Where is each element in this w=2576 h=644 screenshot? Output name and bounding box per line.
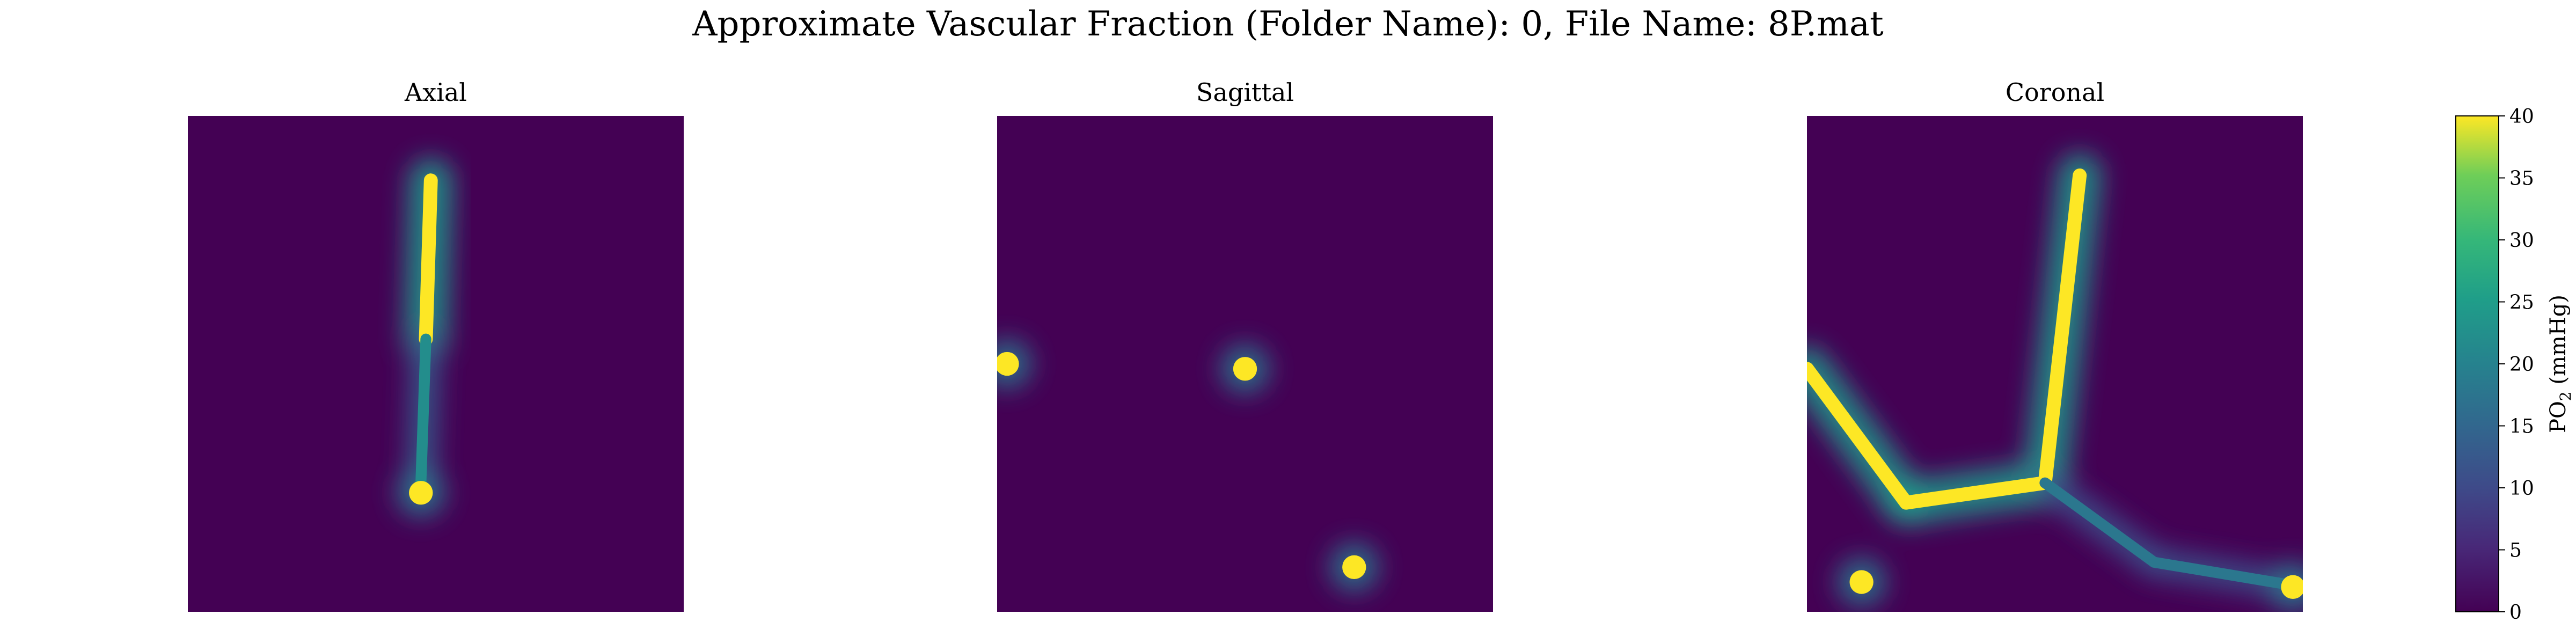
colorbar-tick-label: 20 (2509, 354, 2534, 376)
axial-panel: Axial (188, 78, 684, 612)
axial-title: Axial (404, 78, 467, 107)
vessel-segment (1899, 475, 2052, 510)
colorbar-tick-label: 25 (2509, 292, 2534, 314)
coronal-title: Coronal (2006, 78, 2104, 107)
sagittal-panel: Sagittal (997, 78, 1493, 612)
vessel-cross-section (2281, 575, 2303, 599)
heatmap-core-layer (409, 173, 438, 505)
colorbar-tick-label: 15 (2509, 416, 2534, 438)
vessel-segment (2038, 168, 2087, 490)
colorbar: 0 5 10 15 20 25 30 35 40 PO2 (mmHg) (2455, 106, 2574, 624)
coronal-heatmap (1807, 116, 2303, 612)
colorbar-label-base: PO (2546, 401, 2571, 433)
colorbar-label-sub: 2 (2557, 391, 2574, 401)
vessel-segment (415, 333, 431, 488)
colorbar-gradient (2455, 115, 2499, 612)
sagittal-heatmap (997, 116, 1493, 612)
vessel-segment (2039, 477, 2160, 568)
vessel-segment (1807, 362, 1913, 510)
heatmap-core-layer (1807, 168, 2303, 599)
colorbar-tick-label: 35 (2509, 168, 2534, 190)
vessel-cross-section (409, 481, 433, 505)
colorbar-label-unit: (mmHg) (2546, 295, 2571, 391)
vessel-cross-section (997, 352, 1019, 376)
colorbar-tick-label: 5 (2509, 540, 2522, 562)
heatmap-core-layer (997, 352, 1366, 580)
figure-title: Approximate Vascular Fraction (Folder Na… (692, 4, 1884, 44)
colorbar-ticks: 0 5 10 15 20 25 30 35 40 (2499, 106, 2534, 624)
vessel-segment (2148, 557, 2303, 592)
colorbar-label: PO2 (mmHg) (2546, 295, 2574, 433)
sagittal-title: Sagittal (1196, 78, 1294, 107)
vessel-cross-section (1849, 570, 1874, 594)
colorbar-tick-label: 0 (2509, 602, 2522, 624)
vessel-cross-section (1342, 555, 1366, 580)
vessel-segment (419, 173, 438, 346)
vessel-cross-section (1233, 357, 1257, 381)
colorbar-tick-label: 30 (2509, 230, 2534, 252)
axial-heatmap (188, 116, 684, 612)
coronal-panel: Coronal (1807, 78, 2303, 612)
colorbar-tick-label: 40 (2509, 106, 2534, 128)
colorbar-tick-label: 10 (2509, 478, 2534, 500)
